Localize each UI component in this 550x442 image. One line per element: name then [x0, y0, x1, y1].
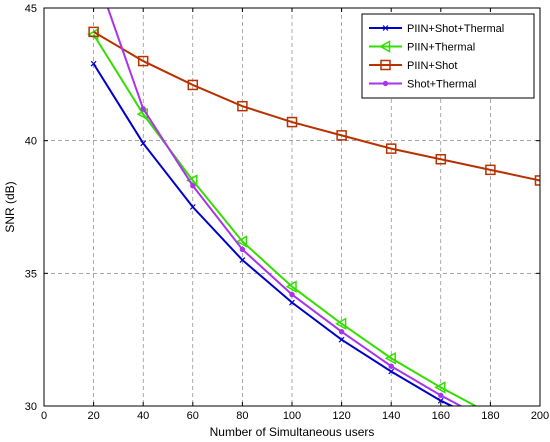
- x-tick-label: 20: [87, 410, 99, 422]
- x-tick-label: 100: [283, 410, 301, 422]
- legend-entry: PIIN+Thermal: [369, 40, 475, 54]
- x-tick-label: 40: [137, 410, 149, 422]
- x-tick-label: 160: [432, 410, 450, 422]
- data-point: [438, 392, 444, 399]
- data-point: [235, 235, 248, 248]
- data-point: [338, 329, 345, 335]
- marker-stroke: [388, 368, 395, 375]
- series-2: [88, 26, 540, 186]
- x-tick-label: 120: [332, 410, 350, 422]
- data-point: [388, 368, 395, 375]
- data-point: [187, 79, 199, 91]
- legend-label: PIIN+Thermal: [407, 42, 475, 54]
- x-tick-label: 200: [531, 410, 549, 422]
- y-tick-label: 30: [25, 401, 37, 413]
- marker-stroke: [382, 25, 389, 31]
- data-point: [90, 60, 97, 67]
- legend-marker: [382, 80, 389, 87]
- series-0: [90, 60, 455, 406]
- marker-stroke: [289, 299, 295, 306]
- marker-stroke: [189, 204, 196, 210]
- data-point: [239, 246, 246, 253]
- data-point: [437, 397, 444, 404]
- marker-stroke: [437, 397, 444, 404]
- data-point: [534, 175, 540, 186]
- data-point: [285, 280, 297, 293]
- legend-label: PIIN+Shot+Thermal: [407, 23, 504, 35]
- x-tick-label: 60: [187, 410, 199, 422]
- y-tick-label: 45: [25, 3, 37, 15]
- data-point: [189, 204, 196, 210]
- series-line: [93, 31, 540, 182]
- data-point: [190, 183, 196, 189]
- marker-stroke: [239, 257, 246, 263]
- x-tick-label: 0: [41, 410, 47, 422]
- data-point: [286, 116, 298, 128]
- y-tick-label: 40: [25, 136, 37, 148]
- data-point: [289, 299, 295, 306]
- legend-entry: Shot+Thermal: [369, 79, 476, 91]
- legend-label: Shot+Thermal: [407, 79, 476, 91]
- legend-marker: [382, 25, 389, 31]
- data-point: [237, 100, 248, 112]
- x-tick-label: 180: [481, 410, 499, 422]
- marker-stroke: [338, 336, 345, 343]
- axes: 0 20 40 60 80 100 120 140 160 180 200 30 35 40 45: [25, 3, 549, 422]
- data-point: [338, 336, 345, 343]
- data-point: [140, 140, 147, 147]
- legend-marker: [378, 40, 391, 53]
- data-point: [88, 26, 99, 38]
- legend: PIIN+Shot+Thermal PIIN+Thermal PIIN+Shot Sh…: [361, 13, 535, 99]
- x-tick-label: 140: [382, 410, 400, 422]
- data-point: [384, 351, 396, 365]
- y-axis-label: SNR (dB): [3, 181, 17, 232]
- x-axis-label: Number of Simultaneous users: [210, 425, 375, 439]
- marker-stroke: [140, 140, 147, 147]
- data-point: [137, 55, 149, 67]
- data-point: [140, 106, 146, 112]
- x-tick-label: 80: [236, 410, 248, 422]
- data-point: [336, 130, 347, 141]
- data-point: [388, 363, 394, 369]
- data-point: [239, 257, 246, 263]
- marker-stroke: [90, 60, 97, 67]
- data-point: [335, 317, 347, 331]
- legend-entry: PIIN+Shot: [369, 59, 457, 72]
- data-point: [186, 174, 198, 187]
- plot-area: [87, 8, 540, 406]
- data-point: [485, 164, 496, 176]
- legend-entry: PIIN+Shot+Thermal: [369, 23, 504, 35]
- legend-marker: [380, 59, 391, 71]
- y-tick-label: 35: [25, 268, 37, 280]
- data-point: [385, 143, 397, 154]
- data-point: [289, 291, 295, 298]
- legend-label: PIIN+Shot: [407, 60, 457, 72]
- data-point: [435, 153, 447, 165]
- data-point: [434, 381, 446, 394]
- series-3: [106, 8, 463, 406]
